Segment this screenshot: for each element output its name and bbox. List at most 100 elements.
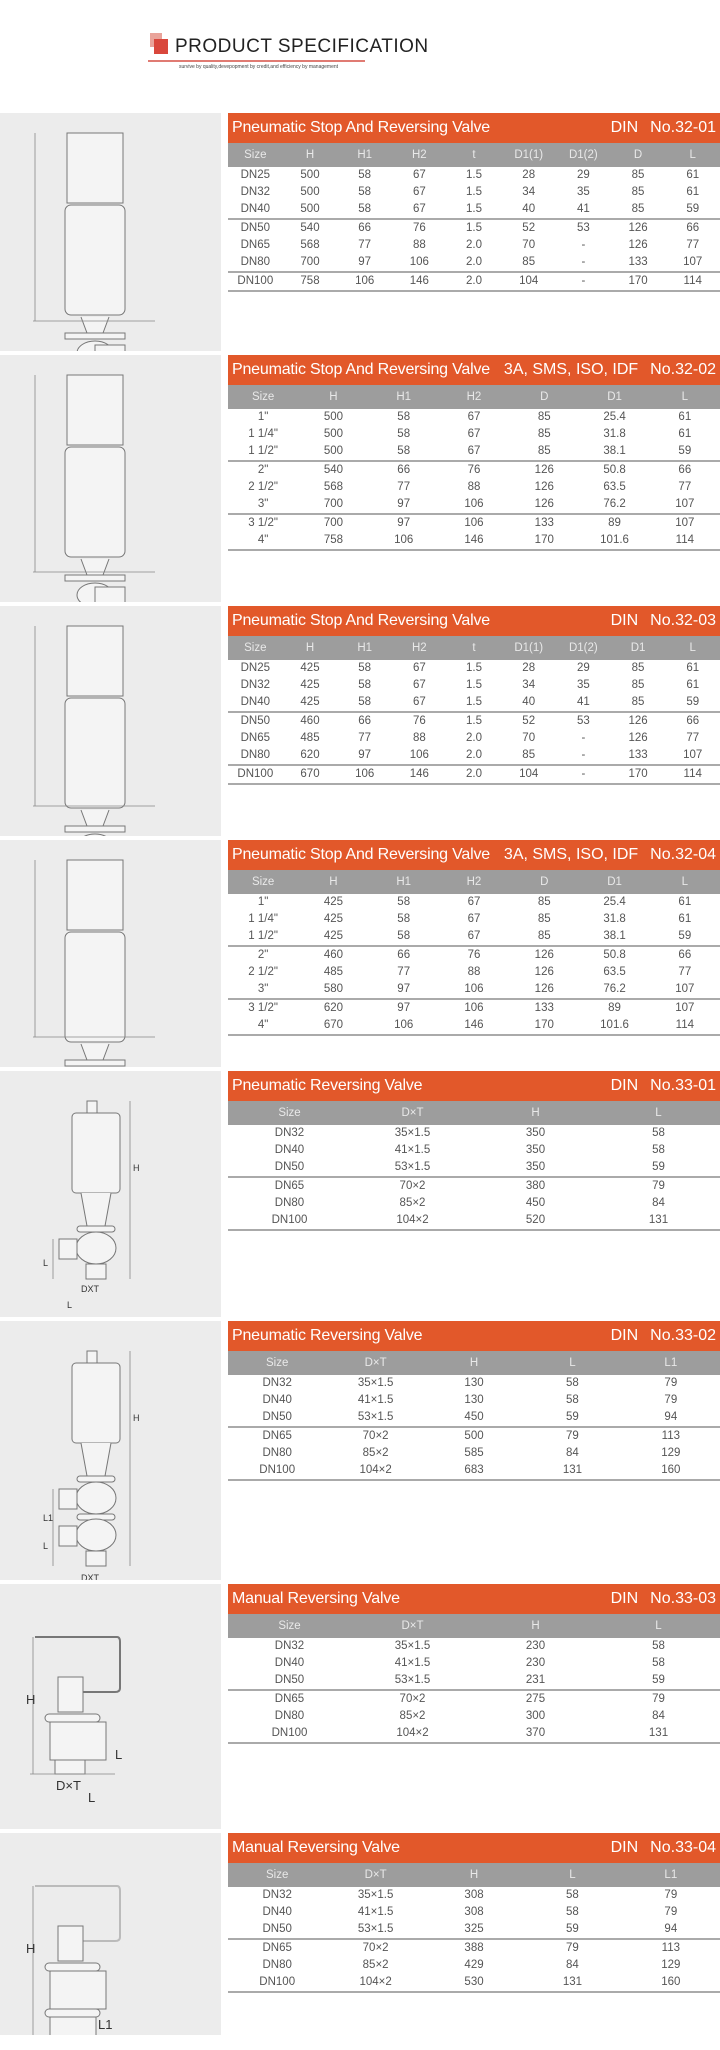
outlet-pipe [54,1759,86,1775]
valve-drawing: H L D×T L [26,1636,122,1805]
column-header: L [681,391,689,403]
table-cell: 59 [566,1411,579,1423]
table-cell: 94 [664,1923,678,1935]
table-cell: 275 [525,1693,546,1705]
table-cell: 300 [525,1710,546,1722]
label-h: H [26,1692,35,1707]
table-cell: 104×2 [359,1464,392,1476]
table-row: DN25 500 58 67 1.5 28 29 85 61 [228,167,720,184]
handle [35,1885,121,1942]
column-header: H [329,876,338,888]
table-cell: 79 [664,1906,678,1918]
table-cell: DN40 [274,1657,305,1669]
table-cell: 700 [300,256,320,268]
table-cell: 77 [686,239,700,251]
table-cell: 2.0 [466,768,483,780]
table-cell: 106 [464,517,484,529]
column-header-row: Size H H1 H2 t D1(1) D1(2) D1 L [228,636,720,660]
stem-cap [86,1350,98,1364]
table-cell: DN32 [240,679,271,691]
table-cell: 29 [576,169,590,181]
table-cell: 53×1.5 [394,1674,431,1686]
table-cell: 700 [323,498,344,510]
table-row: DN80 85×2 300 84 [228,1708,720,1725]
table-cell: 126 [628,732,648,744]
table-cell: 67 [467,913,481,925]
column-header: D×T [401,1107,424,1119]
column-header: Size [278,1620,301,1632]
valve-drawing [33,625,155,836]
column-header: D×T [364,1357,387,1369]
label-h: H [26,1941,35,1956]
label-l: L [115,1747,122,1762]
table-cell: 530 [464,1976,484,1988]
label-l-bottom: L [88,1790,95,1805]
table-cell: DN40 [240,696,271,708]
column-header: D×T [401,1620,424,1632]
table-cell: 66 [358,222,372,234]
valve-body-lower [75,1518,117,1552]
outlet-pipe [85,1550,107,1567]
table-cell: 670 [323,1019,344,1031]
column-header: D1 [607,876,622,888]
table-row: DN65 70×2 388 79 113 [228,1940,720,1957]
table-cell: 3" [257,498,269,510]
table-cell: 35×1.5 [357,1889,394,1901]
actuator-body [71,1362,121,1444]
table-cell: 58 [566,1906,579,1918]
table-cell: 106 [355,768,375,780]
table-cell: 77 [678,481,692,493]
valve-drawing-panel [0,355,221,602]
table-cell: DN50 [240,222,271,234]
table-cell: 114 [675,534,694,546]
column-header-row: Size D×T H L [228,1101,720,1125]
table-cell: 500 [300,169,320,181]
table-cell: 58 [652,1127,665,1139]
table-cell: 85 [537,930,551,942]
table-cell: 76 [467,949,481,961]
table-cell: 85 [522,256,536,268]
table-cell: 35×1.5 [394,1127,431,1139]
table-cell: 580 [323,983,344,995]
column-header: L1 [664,1357,678,1369]
table-cell: DN65 [240,239,271,251]
table-cell: 2 1/2" [248,966,278,978]
table-cell: 540 [323,464,344,476]
table-cell: 2.0 [466,732,483,744]
label-l: L [43,1258,48,1268]
table-cell: 85 [522,749,536,761]
yoke [80,316,110,334]
table-cell: 350 [525,1127,546,1139]
table-cell: 101.6 [600,1019,629,1031]
table-row: 1 1/2" 425 58 67 85 38.1 59 [228,928,720,947]
table-cell: 52 [522,222,536,234]
table-cell: 97 [397,983,411,995]
table-row: DN40 41×1.5 230 58 [228,1655,720,1672]
table-row: 3" 580 97 106 126 76.2 107 [228,981,720,1000]
table-cell: 1.5 [466,679,483,691]
table-cell: DN50 [274,1674,305,1686]
table-cell: 2" [257,464,269,476]
spec-table: Pneumatic Stop And Reversing Valve 3A, S… [228,840,720,1036]
model-number: No.33-02 [650,1327,716,1344]
lantern [80,1192,112,1227]
table-cell: 131 [562,1976,583,1988]
table-cell: 58 [397,896,411,908]
table-cell: 66 [678,464,692,476]
column-header-row: Size H H1 H2 D D1 L [228,385,720,409]
model-number: No.33-01 [650,1077,716,1094]
table-cell: 58 [566,1889,579,1901]
table-row: DN100 670 106 146 2.0 104 - 170 114 [228,766,720,785]
table-cell: 126 [628,715,648,727]
clamp [64,1059,126,1067]
table-cell: 133 [628,256,648,268]
table-cell: 66 [397,464,411,476]
column-header: D1 [607,391,622,403]
table-cell: 85 [631,679,645,691]
table-cell: 88 [412,239,426,251]
table-cell: 61 [686,662,700,674]
table-cell: DN50 [274,1161,305,1173]
model-number: No.33-04 [650,1839,716,1856]
table-cell: 231 [525,1674,546,1686]
table-cell: 70×2 [362,1942,389,1954]
